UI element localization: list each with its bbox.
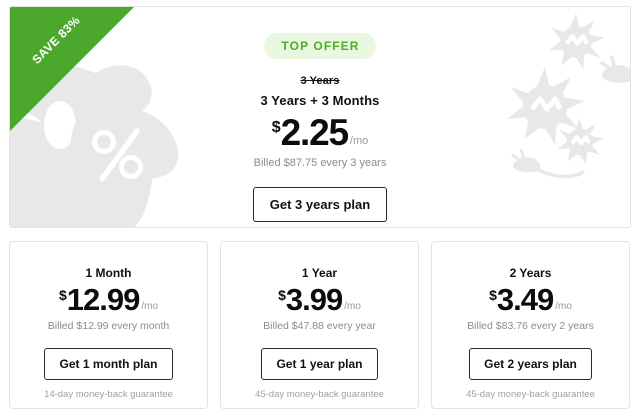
plan-card-1-month[interactable]: 1 Month $ 12.99 /mo Billed $12.99 every … (9, 241, 208, 409)
plan-price: $ 3.49 /mo (432, 284, 629, 315)
plan-price-currency: $ (278, 287, 286, 303)
get-1-month-plan-button[interactable]: Get 1 month plan (44, 348, 173, 380)
plan-price-amount: 12.99 (66, 282, 141, 317)
plan-title: 2 Years (509, 266, 552, 280)
plan-card-2-years[interactable]: 2 Years $ 3.49 /mo Billed $83.76 every 2… (431, 241, 630, 409)
top-offer-badge: TOP OFFER (264, 33, 376, 59)
hero-term-struck: 3 Years (300, 75, 340, 87)
top-offer-panel: SAVE 83% TOP OFFER 3 Years 3 Years + 3 M… (9, 6, 631, 228)
hero-price-amount: 2.25 (280, 112, 349, 153)
plan-price-period: /mo (555, 301, 572, 312)
plan-title: 1 Month (85, 266, 132, 280)
top-offer-content: TOP OFFER 3 Years 3 Years + 3 Months $ 2… (10, 7, 630, 227)
plan-price-amount: 3.99 (285, 282, 343, 317)
plan-price: $ 12.99 /mo (10, 284, 207, 315)
plan-card-1-year[interactable]: 1 Year $ 3.99 /mo Billed $47.88 every ye… (220, 241, 419, 409)
hero-billing-note: Billed $87.75 every 3 years (253, 157, 387, 169)
plan-guarantee-note: 45-day money-back guarantee (466, 389, 595, 400)
plan-guarantee-note: 14-day money-back guarantee (44, 389, 173, 400)
get-1-year-plan-button[interactable]: Get 1 year plan (261, 348, 378, 380)
plan-price-period: /mo (141, 301, 159, 312)
hero-price-currency: $ (271, 119, 281, 136)
get-2-years-plan-button[interactable]: Get 2 years plan (469, 348, 592, 380)
plan-price: $ 3.99 /mo (221, 284, 418, 315)
save-ribbon: SAVE 83% (10, 7, 134, 131)
hero-price: $ 2.25 /mo (10, 114, 630, 151)
plan-billing-note: Billed $47.88 every year (263, 320, 376, 332)
plan-billing-note: Billed $83.76 every 2 years (467, 320, 594, 332)
hero-price-period: /mo (349, 135, 369, 147)
plan-billing-note: Billed $12.99 every month (47, 320, 170, 332)
plan-card-row: 1 Month $ 12.99 /mo Billed $12.99 every … (9, 241, 631, 409)
get-3-years-plan-button[interactable]: Get 3 years plan (252, 187, 388, 222)
plan-price-currency: $ (58, 287, 67, 303)
plan-price-amount: 3.49 (496, 282, 554, 317)
plan-guarantee-note: 45-day money-back guarantee (255, 389, 384, 400)
plan-price-period: /mo (344, 301, 361, 312)
hero-term-current: 3 Years + 3 Months (260, 93, 380, 108)
plan-title: 1 Year (301, 266, 338, 280)
plan-price-currency: $ (489, 287, 497, 303)
